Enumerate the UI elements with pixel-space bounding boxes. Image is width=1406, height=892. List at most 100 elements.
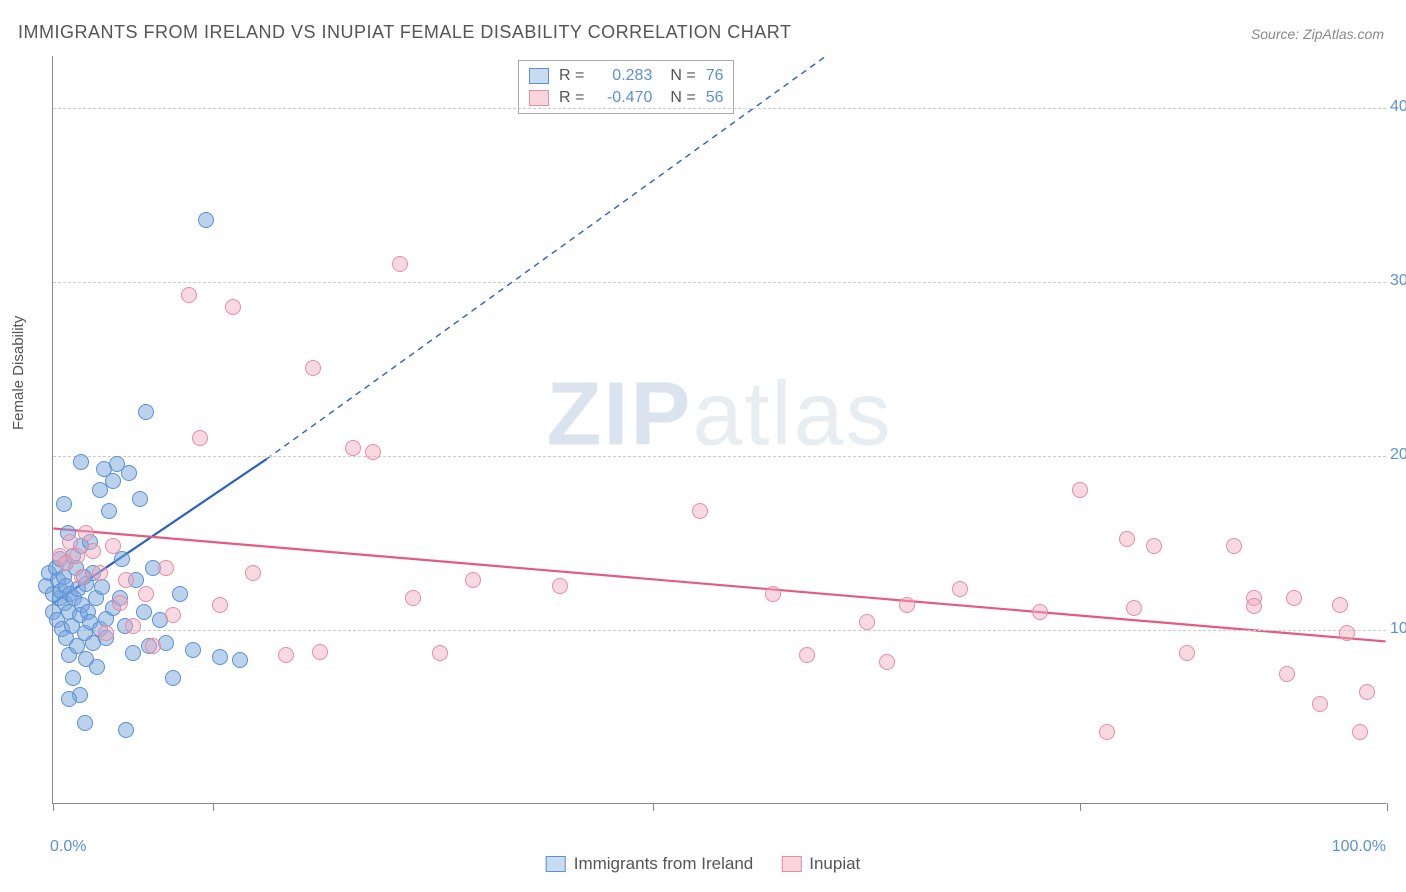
- data-point: [105, 538, 121, 554]
- n-value-inupiat: 56: [706, 89, 724, 107]
- data-point: [94, 579, 110, 595]
- data-point: [132, 491, 148, 507]
- data-point: [392, 256, 408, 272]
- data-point: [1179, 645, 1195, 661]
- trend-lines: [53, 56, 1386, 803]
- r-label: R =: [559, 89, 584, 107]
- legend-row-inupiat: R = -0.470 N = 56: [529, 87, 723, 109]
- data-point: [1339, 625, 1355, 641]
- data-point: [859, 614, 875, 630]
- r-value-inupiat: -0.470: [594, 89, 652, 107]
- x-tick: [53, 803, 54, 811]
- data-point: [69, 548, 85, 564]
- data-point: [245, 565, 261, 581]
- swatch-icon: [546, 856, 566, 872]
- y-tick-label: 10.0%: [1390, 620, 1406, 638]
- gridline: [53, 108, 1386, 109]
- legend-row-ireland: R = 0.283 N = 76: [529, 65, 723, 87]
- watermark-light: atlas: [692, 364, 892, 464]
- y-axis-label: Female Disability: [10, 316, 27, 430]
- legend-item-ireland: Immigrants from Ireland: [546, 854, 754, 874]
- swatch-inupiat: [529, 90, 549, 106]
- chart-title: IMMIGRANTS FROM IRELAND VS INUPIAT FEMAL…: [18, 22, 791, 43]
- data-point: [1332, 597, 1348, 613]
- data-point: [198, 212, 214, 228]
- data-point: [85, 543, 101, 559]
- data-point: [692, 503, 708, 519]
- data-point: [65, 670, 81, 686]
- data-point: [192, 430, 208, 446]
- data-point: [74, 569, 90, 585]
- data-point: [1226, 538, 1242, 554]
- data-point: [125, 618, 141, 634]
- series-legend: Immigrants from Ireland Inupiat: [546, 854, 861, 874]
- data-point: [1099, 724, 1115, 740]
- data-point: [405, 590, 421, 606]
- data-point: [1072, 482, 1088, 498]
- data-point: [181, 287, 197, 303]
- data-point: [77, 715, 93, 731]
- data-point: [232, 652, 248, 668]
- data-point: [312, 644, 328, 660]
- n-label: N =: [670, 67, 695, 85]
- data-point: [121, 465, 137, 481]
- x-axis-max-label: 100.0%: [1332, 838, 1386, 856]
- data-point: [1312, 696, 1328, 712]
- source-attribution: Source: ZipAtlas.com: [1251, 26, 1384, 42]
- watermark-bold: ZIP: [546, 364, 692, 464]
- data-point: [89, 659, 105, 675]
- data-point: [165, 607, 181, 623]
- data-point: [1146, 538, 1162, 554]
- y-tick-label: 30.0%: [1390, 272, 1406, 290]
- data-point: [138, 404, 154, 420]
- data-point: [98, 625, 114, 641]
- data-point: [552, 578, 568, 594]
- data-point: [114, 551, 130, 567]
- data-point: [278, 647, 294, 663]
- data-point: [185, 642, 201, 658]
- data-point: [1359, 684, 1375, 700]
- data-point: [118, 572, 134, 588]
- data-point: [125, 645, 141, 661]
- data-point: [765, 586, 781, 602]
- data-point: [158, 560, 174, 576]
- x-tick: [213, 803, 214, 811]
- data-point: [105, 473, 121, 489]
- data-point: [158, 635, 174, 651]
- watermark: ZIPatlas: [546, 363, 892, 466]
- data-point: [1032, 604, 1048, 620]
- data-point: [165, 670, 181, 686]
- data-point: [118, 722, 134, 738]
- plot-area: ZIPatlas R = 0.283 N = 76 R = -0.470 N =…: [52, 56, 1386, 804]
- data-point: [73, 454, 89, 470]
- data-point: [138, 586, 154, 602]
- y-tick-label: 20.0%: [1390, 446, 1406, 464]
- data-point: [172, 586, 188, 602]
- data-point: [112, 595, 128, 611]
- gridline: [53, 282, 1386, 283]
- stats-legend: R = 0.283 N = 76 R = -0.470 N = 56: [518, 60, 734, 114]
- x-tick: [1080, 803, 1081, 811]
- data-point: [92, 565, 108, 581]
- x-tick: [653, 803, 654, 811]
- legend-label: Immigrants from Ireland: [574, 854, 754, 874]
- data-point: [1352, 724, 1368, 740]
- gridline: [53, 630, 1386, 631]
- data-point: [899, 597, 915, 613]
- data-point: [61, 691, 77, 707]
- data-point: [78, 525, 94, 541]
- data-point: [1286, 590, 1302, 606]
- data-point: [365, 444, 381, 460]
- data-point: [1246, 598, 1262, 614]
- data-point: [345, 440, 361, 456]
- data-point: [799, 647, 815, 663]
- swatch-icon: [781, 856, 801, 872]
- r-label: R =: [559, 67, 584, 85]
- correlation-chart: IMMIGRANTS FROM IRELAND VS INUPIAT FEMAL…: [0, 0, 1406, 892]
- data-point: [465, 572, 481, 588]
- data-point: [101, 503, 117, 519]
- n-label: N =: [670, 89, 695, 107]
- data-point: [1119, 531, 1135, 547]
- data-point: [225, 299, 241, 315]
- data-point: [212, 649, 228, 665]
